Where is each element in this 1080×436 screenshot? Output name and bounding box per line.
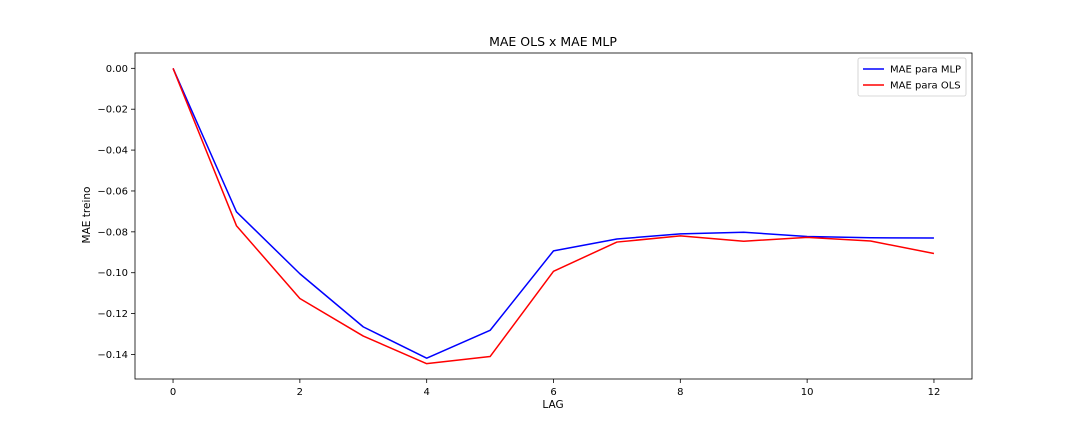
plot-area bbox=[172, 68, 935, 365]
y-tick-label: −0.02 bbox=[97, 105, 128, 116]
y-tick-label: −0.08 bbox=[97, 227, 128, 238]
y-axis-label: MAE treino bbox=[81, 187, 93, 244]
legend-label: MAE para OLS bbox=[890, 81, 961, 92]
legend-label: MAE para MLP bbox=[890, 65, 961, 76]
plot-frame bbox=[134, 52, 973, 380]
x-tick-label: 0 bbox=[170, 387, 176, 398]
series-line-ols bbox=[172, 68, 935, 365]
y-tick-label: −0.12 bbox=[97, 309, 128, 320]
x-tick-label: 6 bbox=[550, 387, 556, 398]
y-tick-label: −0.06 bbox=[97, 186, 128, 197]
y-tick-label: −0.14 bbox=[97, 350, 128, 361]
axes: 0 2 4 6 8 10 12 0.00 −0.02 −0.04 −0.06 −0.08 −0.10 −0… bbox=[97, 52, 973, 398]
x-axis-label: LAG bbox=[542, 399, 563, 411]
x-tick-label: 12 bbox=[928, 387, 941, 398]
x-tick-label: 2 bbox=[297, 387, 303, 398]
y-tick-label: −0.10 bbox=[97, 268, 128, 279]
x-tick-label: 10 bbox=[801, 387, 814, 398]
series-line-mlp bbox=[172, 68, 934, 359]
legend: MAE para MLP MAE para OLS bbox=[857, 57, 967, 97]
legend-box bbox=[857, 57, 967, 97]
chart-title: MAE OLS x MAE MLP bbox=[489, 34, 617, 49]
y-tick-label: −0.04 bbox=[97, 146, 128, 157]
y-tick-label: 0.00 bbox=[106, 64, 128, 75]
x-tick-label: 8 bbox=[677, 387, 683, 398]
x-tick-label: 4 bbox=[423, 387, 429, 398]
